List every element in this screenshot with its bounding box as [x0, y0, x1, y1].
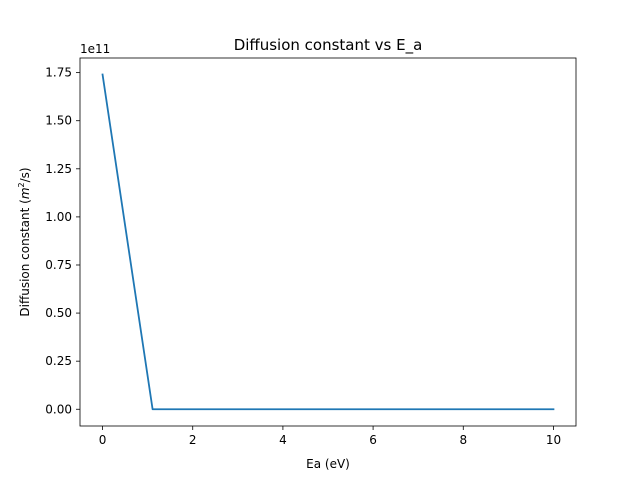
y-axis-label-unit-base: m: [18, 187, 32, 199]
y-tick-label: 1.75: [45, 66, 72, 80]
y-tick-label: 1.25: [45, 162, 72, 176]
y-tick-label: 0.25: [45, 354, 72, 368]
x-axis: 0 2 4 6 8 10: [99, 426, 561, 447]
x-tick-label: 10: [546, 433, 561, 447]
y-tick-label: 0.50: [45, 306, 72, 320]
axes-frame: [79, 57, 577, 427]
series-line-0: [101, 73, 555, 411]
y-axis: 0.00 0.25 0.50 0.75 1.00 1.25 1.50 1.75: [45, 66, 80, 416]
y-axis-label-main: Diffusion constant (: [18, 199, 32, 316]
x-tick-label: 4: [279, 433, 287, 447]
y-axis-label: Diffusion constant (m2/s): [17, 167, 32, 316]
y-tick-label: 0.00: [45, 402, 72, 416]
y-tick-label: 0.75: [45, 258, 72, 272]
y-offset-label: 1e11: [80, 42, 110, 56]
y-tick-label: 1.00: [45, 210, 72, 224]
x-tick-label: 6: [369, 433, 377, 447]
chart-title: Diffusion constant vs E_a: [234, 36, 423, 55]
plot-area: [79, 57, 577, 427]
y-tick-label: 1.50: [45, 114, 72, 128]
x-axis-label: Ea (eV): [306, 457, 350, 471]
y-axis-label-unit-exp: 2: [17, 182, 26, 187]
x-tick-label: 2: [189, 433, 197, 447]
x-tick-label: 0: [99, 433, 107, 447]
x-tick-label: 8: [459, 433, 467, 447]
y-axis-label-tail: /s): [18, 167, 32, 182]
